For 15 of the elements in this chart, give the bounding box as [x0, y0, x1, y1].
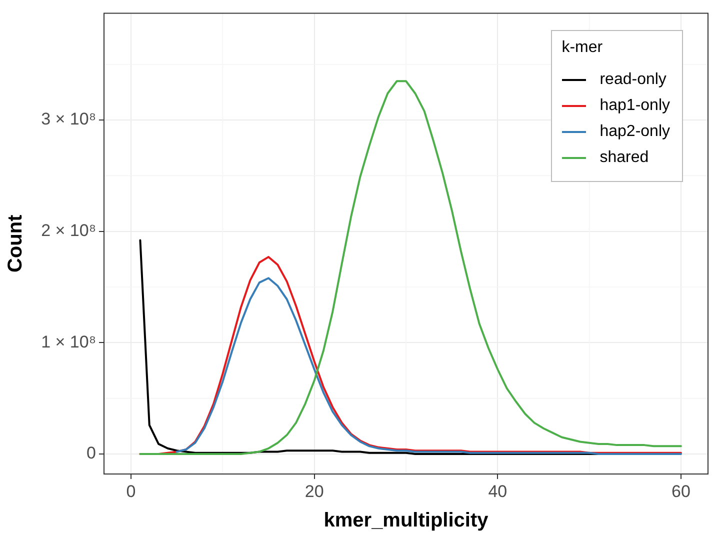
legend-label: hap2-only: [600, 123, 670, 141]
y-axis-title: Count: [4, 214, 27, 272]
y-tick-label: 2 × 10⁸: [41, 221, 96, 240]
legend-label: read-only: [600, 71, 666, 89]
y-tick-label: 3 × 10⁸: [41, 110, 96, 129]
legend-title: k-mer: [562, 39, 604, 57]
x-tick-label: 0: [126, 482, 136, 501]
x-tick-label: 60: [672, 482, 690, 501]
y-tick-label: 1 × 10⁸: [41, 332, 96, 352]
x-tick-label: 20: [304, 482, 324, 501]
legend-label: shared: [600, 149, 649, 167]
y-tick-label: 0: [86, 444, 96, 463]
x-tick-label: 40: [488, 482, 508, 501]
legend-label: hap1-only: [600, 97, 670, 115]
x-axis-title: kmer_multiplicity: [324, 510, 490, 532]
